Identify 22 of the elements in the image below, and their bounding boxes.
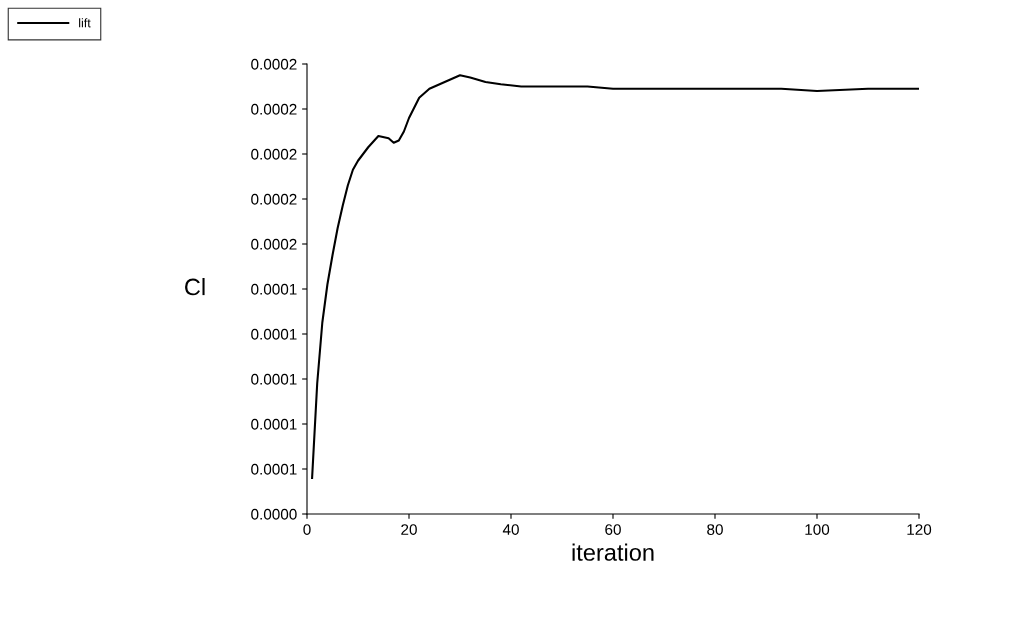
- y-tick-label: 0.0001: [251, 418, 297, 430]
- y-tick-label: 0.0001: [251, 463, 297, 475]
- x-tick-label: 60: [605, 524, 621, 535]
- x-tick-label: 120: [907, 524, 932, 535]
- y-tick-label: 0.0002: [251, 238, 297, 250]
- x-tick-label: 20: [401, 524, 417, 535]
- legend-label: lift: [79, 18, 91, 28]
- x-tick-label: 0: [303, 524, 311, 535]
- y-tick-label: 0.0002: [251, 193, 297, 205]
- y-tick-label: 0.0001: [251, 373, 297, 385]
- x-axis-title: iteration: [572, 543, 654, 561]
- y-axis-title: Cl: [185, 277, 205, 296]
- y-tick-label: 0.0002: [251, 58, 297, 70]
- y-tick-label: 0.0000: [251, 508, 297, 520]
- x-tick-label: 80: [707, 524, 723, 535]
- y-tick-label: 0.0001: [251, 283, 297, 295]
- y-tick-label: 0.0001: [251, 328, 297, 340]
- y-tick-label: 0.0002: [251, 148, 297, 160]
- x-tick-label: 40: [502, 524, 519, 535]
- y-tick-label: 0.0002: [251, 103, 297, 115]
- x-tick-label: 100: [805, 524, 830, 535]
- line-series: [311, 74, 919, 480]
